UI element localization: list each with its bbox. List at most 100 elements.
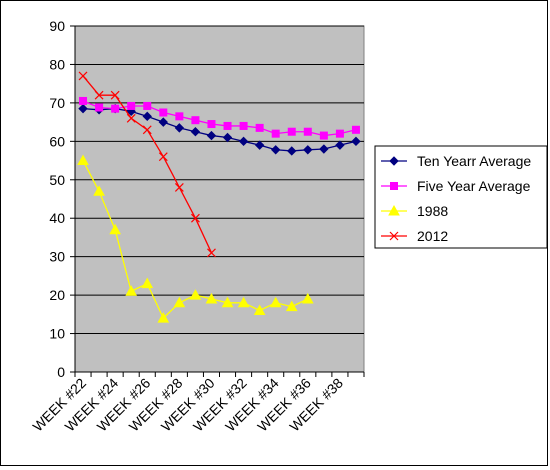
series-five-year-average bbox=[79, 96, 360, 140]
data-point-2012 bbox=[190, 213, 200, 223]
series-2012 bbox=[78, 71, 216, 258]
data-point-1988 bbox=[141, 277, 154, 289]
gridlines bbox=[75, 25, 364, 335]
data-point-five-year-average bbox=[143, 101, 152, 110]
data-point-1988 bbox=[301, 292, 314, 304]
data-point-five-year-average bbox=[175, 112, 184, 121]
legend-item-ten-yearr-average: Ten Yearr Average bbox=[381, 153, 531, 169]
legend-marker bbox=[388, 204, 400, 216]
data-point-ten-yearr-average bbox=[238, 136, 249, 147]
data-point-1988 bbox=[205, 292, 218, 304]
data-point-ten-yearr-average bbox=[206, 130, 217, 141]
y-tick-label: 20 bbox=[49, 287, 65, 303]
data-point-ten-yearr-average bbox=[254, 140, 265, 150]
data-point-five-year-average bbox=[303, 127, 312, 136]
data-point-ten-yearr-average bbox=[158, 117, 169, 127]
data-point-five-year-average bbox=[223, 121, 232, 130]
legend-box bbox=[374, 145, 548, 249]
y-tick-label: 40 bbox=[49, 210, 65, 226]
y-tick-label: 70 bbox=[49, 95, 65, 111]
legend-marker bbox=[390, 182, 398, 190]
data-point-ten-yearr-average bbox=[287, 146, 297, 156]
legend: Ten Yearr Average Five Year Average 1988 20… bbox=[374, 145, 548, 249]
data-point-1988 bbox=[109, 223, 121, 235]
x-marker-stroke bbox=[389, 231, 399, 241]
data-point-1988 bbox=[237, 296, 250, 308]
y-tick-label: 50 bbox=[49, 172, 65, 188]
data-point-2012 bbox=[158, 152, 168, 162]
data-point-five-year-average bbox=[159, 108, 168, 117]
data-point-five-year-average bbox=[207, 120, 216, 129]
data-point-ten-yearr-average bbox=[335, 140, 345, 150]
data-point-1988 bbox=[253, 304, 266, 315]
legend-label: 1988 bbox=[417, 203, 448, 219]
data-point-ten-yearr-average bbox=[174, 123, 185, 133]
data-point-five-year-average bbox=[271, 129, 280, 138]
data-point-ten-yearr-average bbox=[78, 103, 88, 114]
y-tick-label: 60 bbox=[49, 133, 65, 149]
data-point-five-year-average bbox=[351, 125, 360, 134]
data-point-1988 bbox=[173, 296, 186, 308]
data-point-five-year-average bbox=[79, 96, 88, 105]
data-point-2012 bbox=[110, 90, 120, 100]
y-tick-label: 80 bbox=[49, 56, 65, 72]
y-tick-label: 30 bbox=[49, 249, 65, 265]
data-point-ten-yearr-average bbox=[190, 127, 201, 137]
data-point-1988 bbox=[157, 312, 170, 323]
data-point-five-year-average bbox=[95, 103, 104, 112]
x-marker-stroke bbox=[207, 248, 216, 258]
y-tick-label: 90 bbox=[49, 18, 65, 34]
y-tick-label: 0 bbox=[57, 364, 65, 380]
data-point-five-year-average bbox=[127, 101, 136, 110]
plot-area bbox=[74, 25, 365, 373]
legend-marker bbox=[389, 231, 399, 241]
y-axis: 0 10 20 30 40 50 60 70 80 90 bbox=[49, 18, 76, 380]
legend-item-2012: 2012 bbox=[381, 228, 448, 244]
data-point-ten-yearr-average bbox=[222, 132, 233, 143]
data-point-1988 bbox=[269, 296, 282, 308]
data-point-2012 bbox=[78, 71, 88, 81]
data-point-ten-yearr-average bbox=[270, 145, 281, 155]
data-point-1988 bbox=[93, 185, 105, 196]
data-point-2012 bbox=[94, 90, 104, 100]
x-marker-stroke bbox=[94, 90, 104, 100]
x-marker-stroke bbox=[110, 90, 120, 100]
series-group bbox=[77, 71, 361, 323]
legend-label: Ten Yearr Average bbox=[417, 153, 531, 169]
legend-marker bbox=[389, 156, 399, 166]
data-point-ten-yearr-average bbox=[319, 144, 329, 154]
data-point-five-year-average bbox=[111, 104, 120, 113]
data-point-2012 bbox=[142, 125, 152, 135]
legend-item-1988: 1988 bbox=[381, 203, 448, 219]
data-point-five-year-average bbox=[335, 129, 344, 138]
data-point-1988 bbox=[189, 289, 202, 300]
data-point-ten-yearr-average bbox=[142, 111, 152, 122]
data-point-five-year-average bbox=[255, 123, 264, 132]
x-marker-stroke bbox=[158, 152, 168, 162]
x-marker-stroke bbox=[174, 183, 184, 192]
data-point-1988 bbox=[285, 300, 298, 312]
data-point-2012 bbox=[207, 248, 216, 258]
y-tick-label: 10 bbox=[49, 326, 65, 342]
data-point-five-year-average bbox=[287, 127, 296, 136]
data-point-1988 bbox=[221, 296, 234, 308]
data-point-five-year-average bbox=[239, 121, 248, 130]
x-marker-stroke bbox=[190, 213, 200, 223]
data-point-ten-yearr-average bbox=[303, 145, 313, 155]
x-marker-stroke bbox=[126, 113, 136, 123]
x-marker-stroke bbox=[78, 71, 88, 81]
legend-item-five-year-average: Five Year Average bbox=[381, 178, 531, 194]
legend-label: Five Year Average bbox=[417, 178, 531, 194]
data-point-five-year-average bbox=[191, 116, 200, 125]
legend-label: 2012 bbox=[417, 228, 448, 244]
data-point-2012 bbox=[174, 183, 184, 192]
data-point-2012 bbox=[126, 113, 136, 123]
data-point-1988 bbox=[77, 154, 89, 166]
data-point-ten-yearr-average bbox=[351, 136, 361, 147]
x-marker-stroke bbox=[142, 125, 152, 135]
series-1988 bbox=[77, 154, 314, 323]
data-point-1988 bbox=[125, 285, 138, 296]
